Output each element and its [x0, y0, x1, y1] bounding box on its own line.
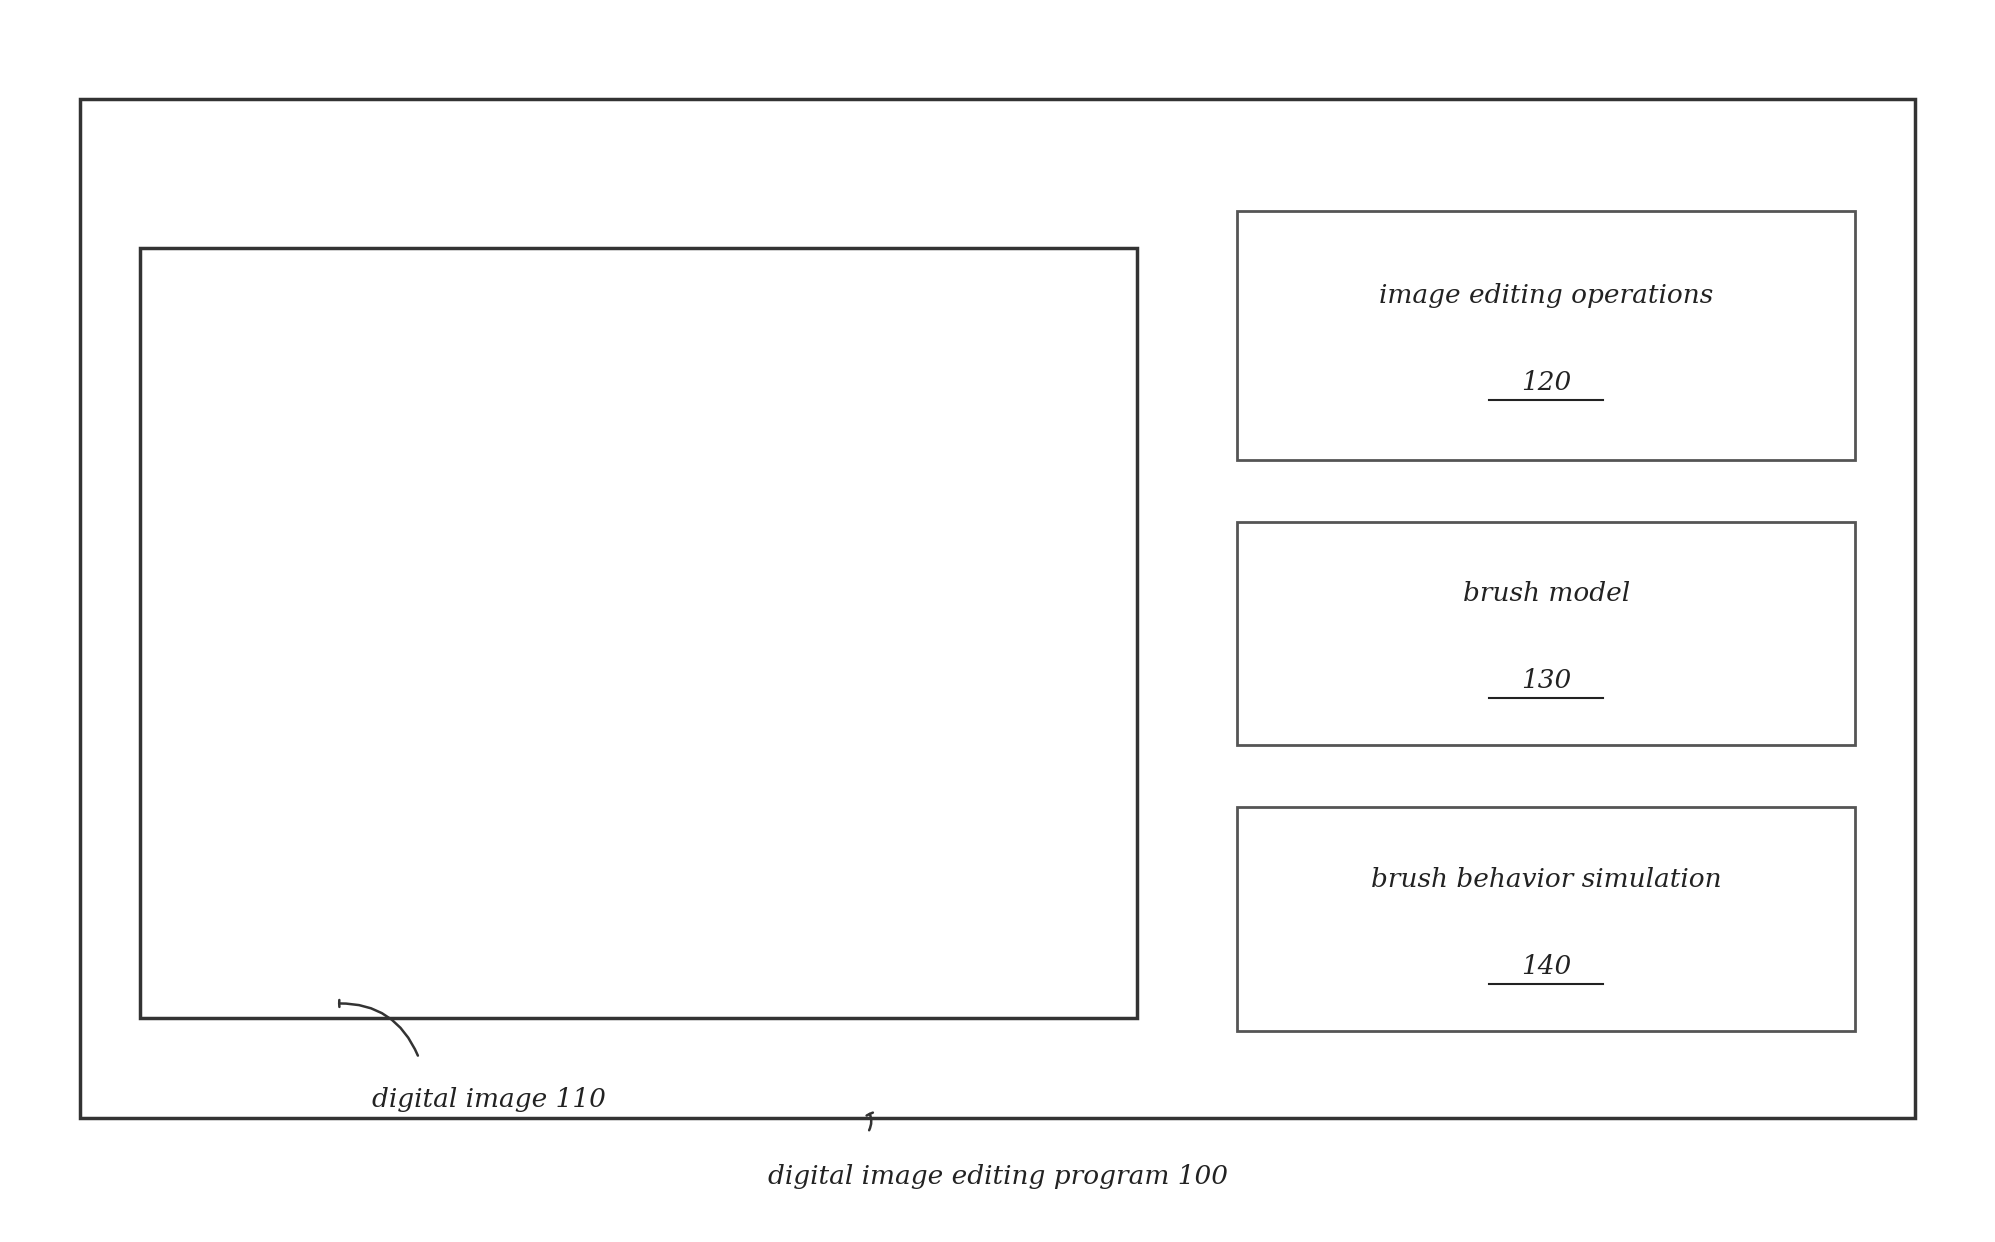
Text: brush model: brush model — [1462, 581, 1630, 606]
Text: 140: 140 — [1520, 954, 1572, 979]
FancyBboxPatch shape — [140, 248, 1137, 1018]
Text: brush behavior simulation: brush behavior simulation — [1371, 867, 1722, 892]
Text: digital image 110: digital image 110 — [371, 1087, 606, 1112]
FancyBboxPatch shape — [1237, 522, 1855, 745]
Text: image editing operations: image editing operations — [1379, 283, 1714, 308]
FancyBboxPatch shape — [1237, 807, 1855, 1031]
FancyBboxPatch shape — [1237, 211, 1855, 460]
Text: 120: 120 — [1520, 370, 1572, 395]
Text: digital image editing program 100: digital image editing program 100 — [768, 1164, 1227, 1189]
Text: 130: 130 — [1520, 668, 1572, 693]
FancyBboxPatch shape — [80, 99, 1915, 1118]
